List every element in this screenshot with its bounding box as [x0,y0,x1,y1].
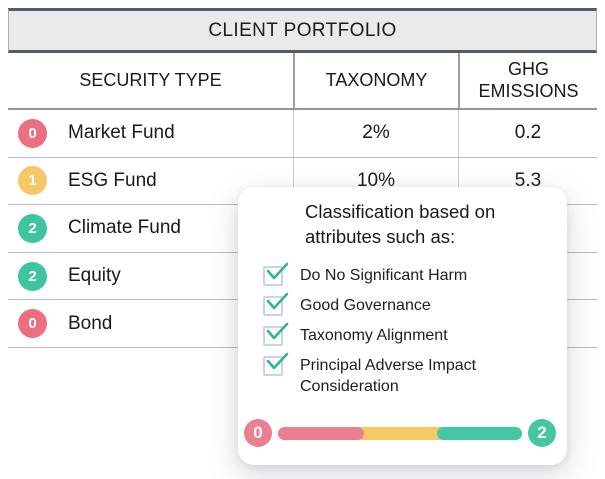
score-badge: 1 [18,166,47,196]
table-row: 0 Market Fund 2% 0.2 [8,110,597,158]
table-title-bar: CLIENT PORTFOLIO [8,8,597,53]
checklist-label: Taxonomy Alignment [300,327,448,344]
taxonomy-value: 2% [293,110,458,157]
table-header-row: SECURITY TYPE TAXONOMY GHG EMISSIONS [8,53,597,110]
security-name: ESG Fund [68,169,157,191]
ghg-value: 5.3 [458,157,597,205]
column-header-ghg-emissions: GHG EMISSIONS [458,53,597,108]
ghg-value: 0.2 [458,110,597,157]
scale-min-badge: 0 [244,419,272,447]
checked-checkbox-icon[interactable] [263,262,289,286]
classification-tooltip: Classification based on attributes such … [238,187,567,465]
gradient-segment-green [437,426,522,440]
checklist-label: Do No Significant Harm [300,267,468,284]
checked-checkbox-icon[interactable] [263,322,289,346]
scale-max-badge: 2 [528,419,556,447]
score-badge: 0 [18,118,47,148]
checked-checkbox-icon[interactable] [263,292,289,316]
table-title: CLIENT PORTFOLIO [208,19,397,41]
score-badge: 2 [18,261,47,291]
security-name: Equity [68,265,121,287]
checklist-label: Good Governance [300,297,431,314]
column-header-taxonomy: TAXONOMY [293,53,458,108]
checklist-item: Principal Adverse Impact Consideration [263,352,508,397]
security-name: Bond [68,312,113,334]
score-gradient-bar [278,426,522,440]
security-name: Market Fund [68,122,175,144]
checklist-label: Principal Adverse Impact Consideration [300,357,477,395]
tooltip-title: Classification based on attributes such … [305,201,496,247]
attribute-checklist: Do No Significant Harm Good Governance T… [263,262,508,406]
score-badge: 0 [18,309,47,339]
taxonomy-value: 10% [293,157,458,205]
checklist-item: Taxonomy Alignment [263,322,508,346]
checklist-item: Good Governance [263,292,508,316]
security-name: Climate Fund [68,217,181,239]
gradient-segment-red [278,426,364,440]
checklist-item: Do No Significant Harm [263,262,508,286]
column-header-security-type: SECURITY TYPE [79,69,222,90]
score-badge: 2 [18,213,47,243]
score-scale-legend: 0 2 [244,419,556,447]
checked-checkbox-icon[interactable] [263,352,289,376]
